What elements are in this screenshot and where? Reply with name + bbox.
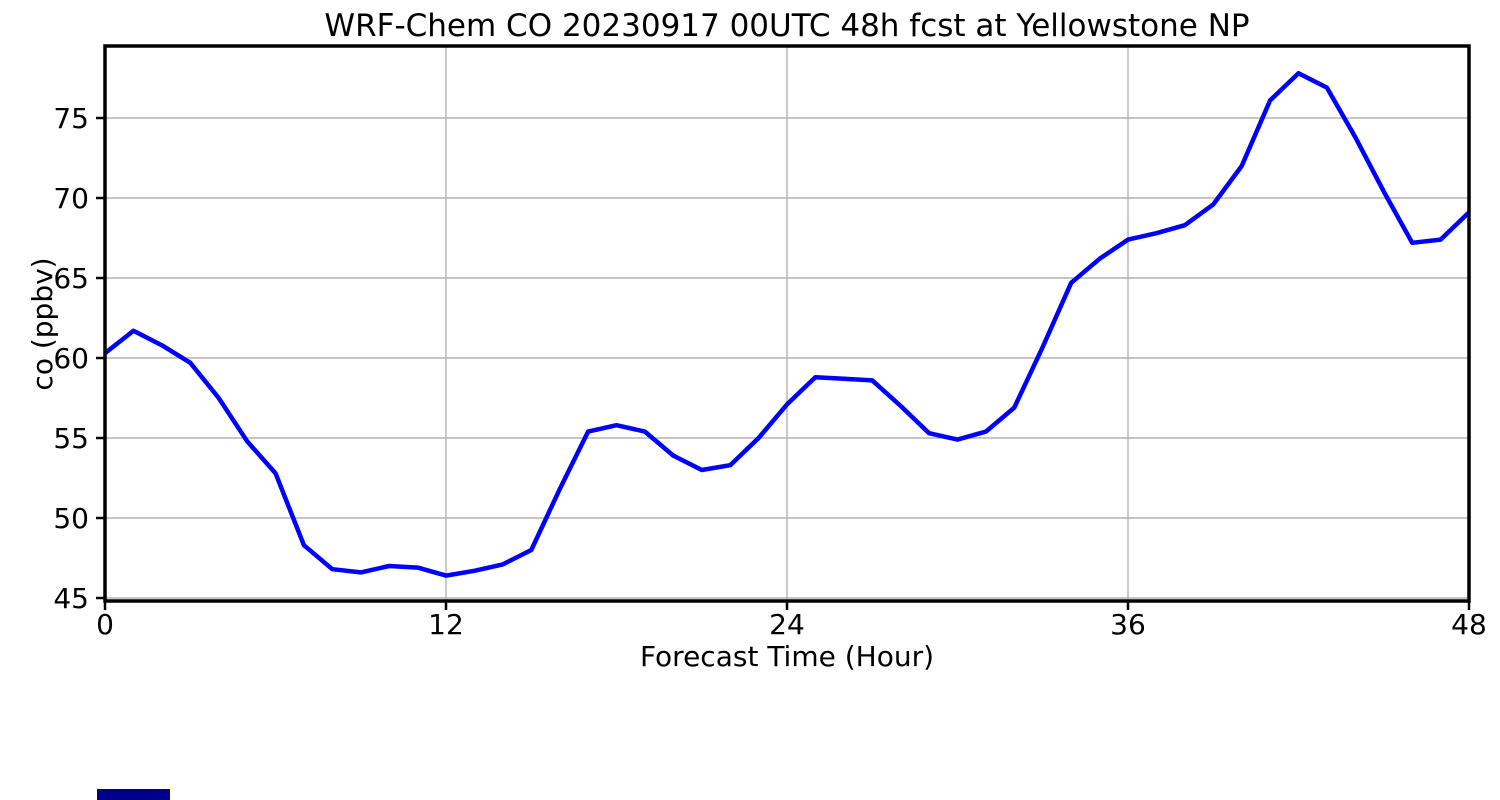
x-tick-label: 36: [1110, 608, 1146, 641]
x-axis-label: Forecast Time (Hour): [640, 640, 934, 673]
y-tick-label: 55: [53, 422, 89, 455]
y-tick-label: 75: [53, 102, 89, 135]
x-tick-label: 0: [96, 608, 114, 641]
y-tick-label: 65: [53, 262, 89, 295]
chart-title: WRF-Chem CO 20230917 00UTC 48h fcst at Y…: [324, 8, 1249, 44]
grid-layer: [104, 46, 1470, 601]
y-tick-label: 50: [53, 502, 89, 535]
tick-layer: [96, 116, 1471, 610]
co-forecast-line: [103, 70, 1471, 578]
y-tick-label: 45: [53, 582, 89, 615]
x-tick-label: 12: [428, 608, 464, 641]
y-tick-label: 70: [53, 182, 89, 215]
tick-label-layer: 45 50 55 60 65 70 75 0 12 24 36 48: [53, 102, 1486, 641]
x-tick-label: 48: [1451, 608, 1487, 641]
bottom-left-blue-bar: [97, 789, 170, 800]
series-layer: [103, 70, 1471, 578]
y-tick-label: 60: [53, 342, 89, 375]
x-tick-label: 24: [769, 608, 805, 641]
y-axis-label: co (ppbv): [26, 257, 59, 390]
